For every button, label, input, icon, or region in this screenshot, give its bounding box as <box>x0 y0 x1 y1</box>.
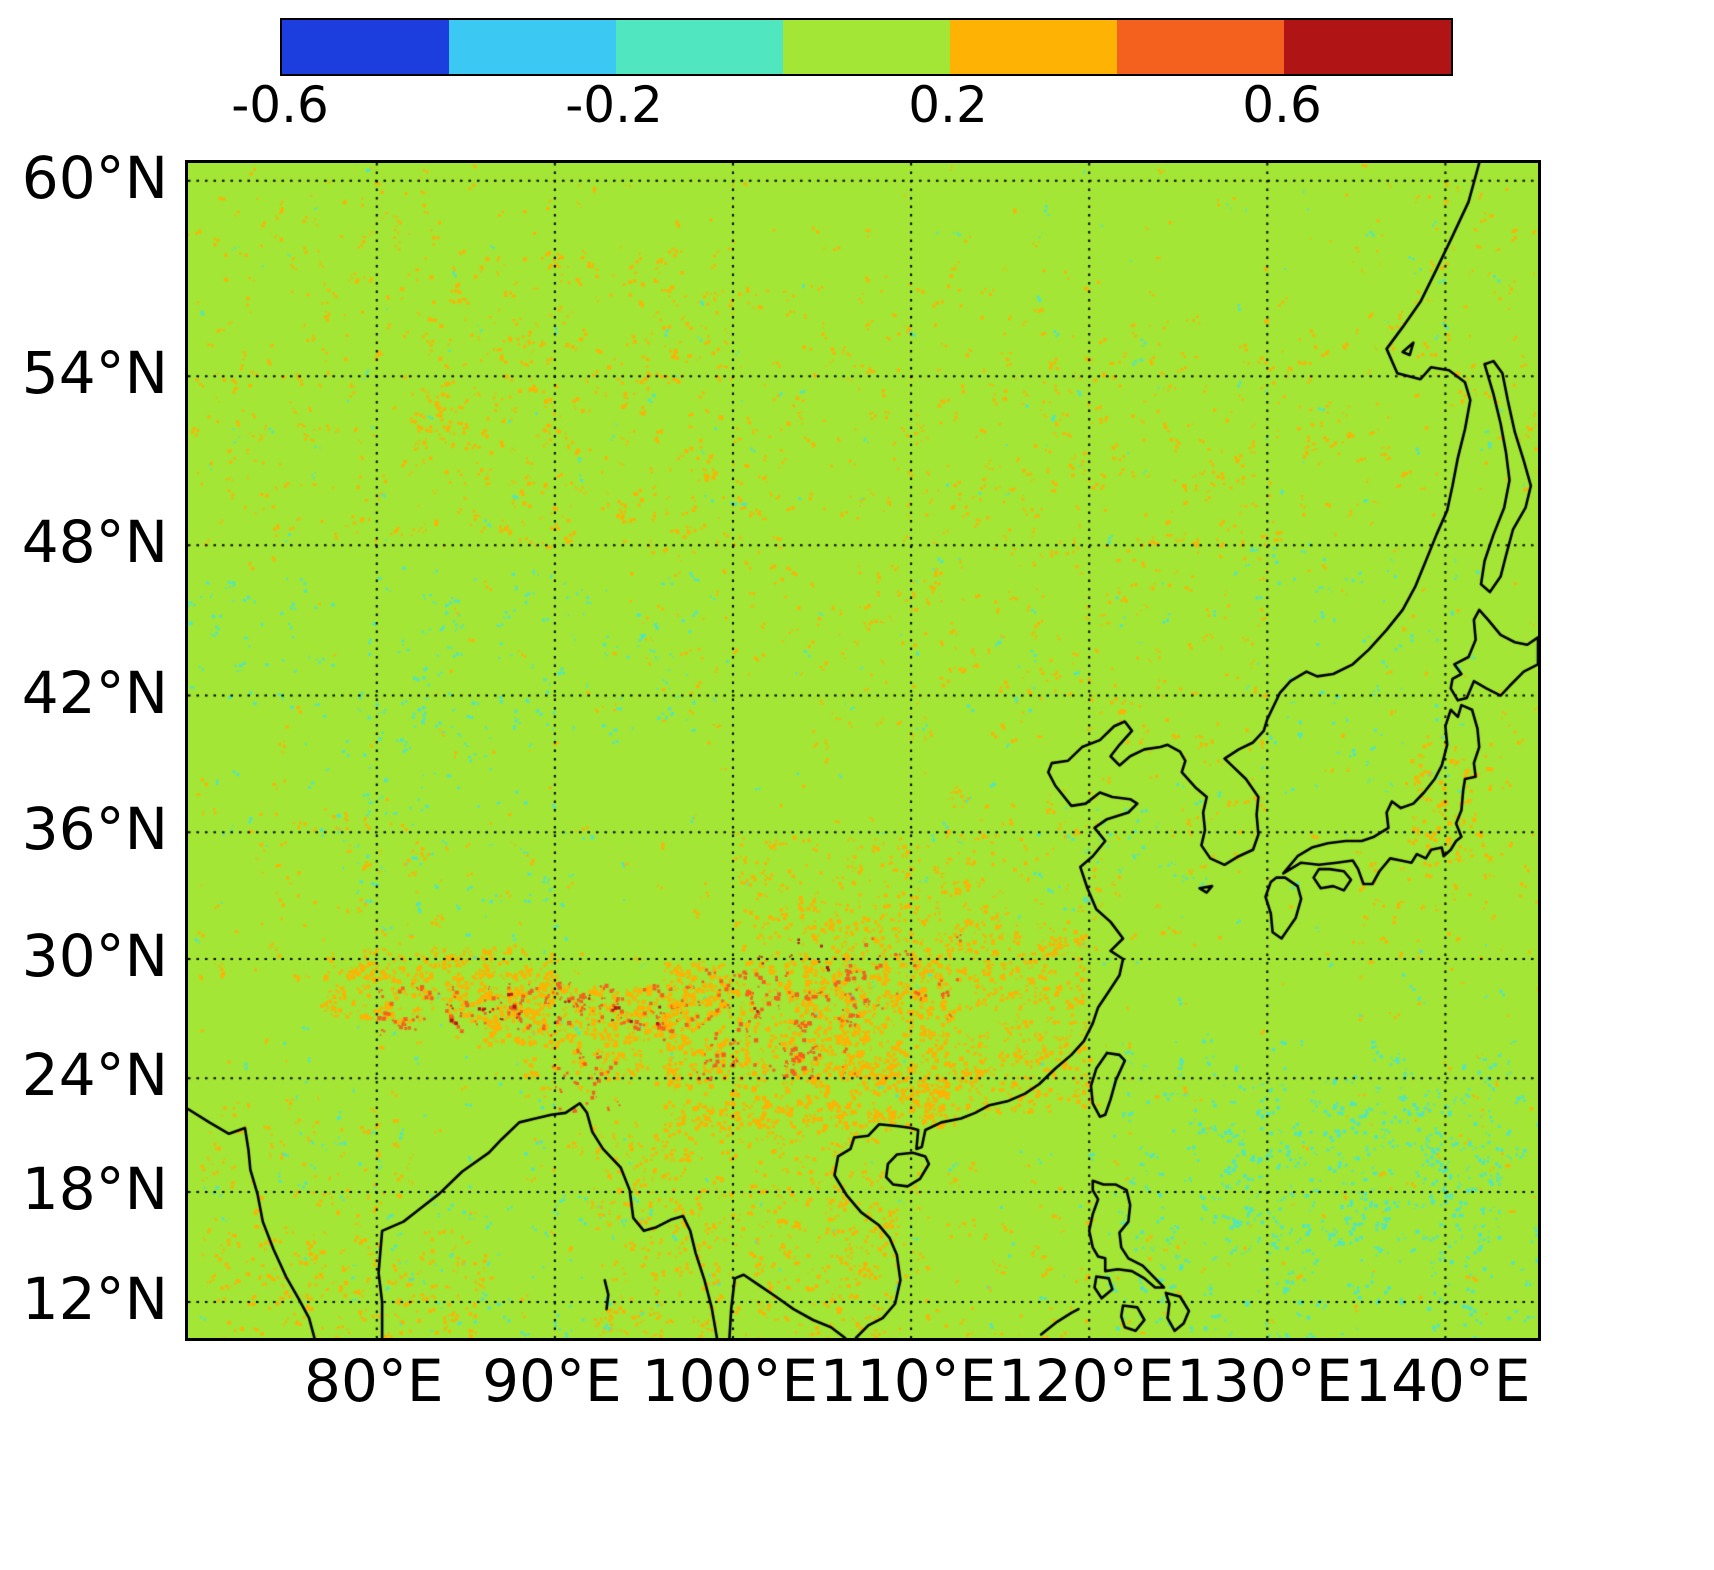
y-tick-label: 30°N <box>21 921 168 990</box>
colorbar-tick-label: 0.2 <box>908 76 988 134</box>
y-tick-label: 18°N <box>21 1154 168 1223</box>
map-canvas <box>188 163 1538 1338</box>
colorbar-segment <box>1284 20 1451 74</box>
x-tick-label: 110°E <box>819 1347 997 1415</box>
x-tick-label: 130°E <box>1176 1347 1353 1415</box>
y-tick-label: 24°N <box>21 1041 168 1110</box>
y-tick-label: 54°N <box>21 339 168 408</box>
x-tick-label: 90°E <box>482 1347 622 1415</box>
y-tick-label: 36°N <box>21 795 168 864</box>
x-tick-label: 120°E <box>997 1347 1175 1415</box>
colorbar <box>280 18 1453 76</box>
colorbar-tick-label: 0.6 <box>1242 76 1322 134</box>
colorbar-segment <box>282 20 449 74</box>
map-frame <box>185 160 1541 1341</box>
y-tick-label: 60°N <box>21 143 168 212</box>
colorbar-segment <box>783 20 950 74</box>
x-tick-label: 80°E <box>304 1347 444 1415</box>
x-tick-label: 100°E <box>641 1347 819 1415</box>
colorbar-segment <box>616 20 783 74</box>
x-tick-label: 140°E <box>1354 1347 1531 1415</box>
colorbar-tick-label: -0.6 <box>231 76 329 134</box>
y-tick-label: 48°N <box>21 508 168 577</box>
y-tick-label: 12°N <box>21 1264 168 1333</box>
colorbar-segment <box>449 20 616 74</box>
colorbar-segment <box>1117 20 1284 74</box>
colorbar-segment <box>950 20 1117 74</box>
y-tick-label: 42°N <box>21 658 168 727</box>
colorbar-tick-label: -0.2 <box>565 76 663 134</box>
